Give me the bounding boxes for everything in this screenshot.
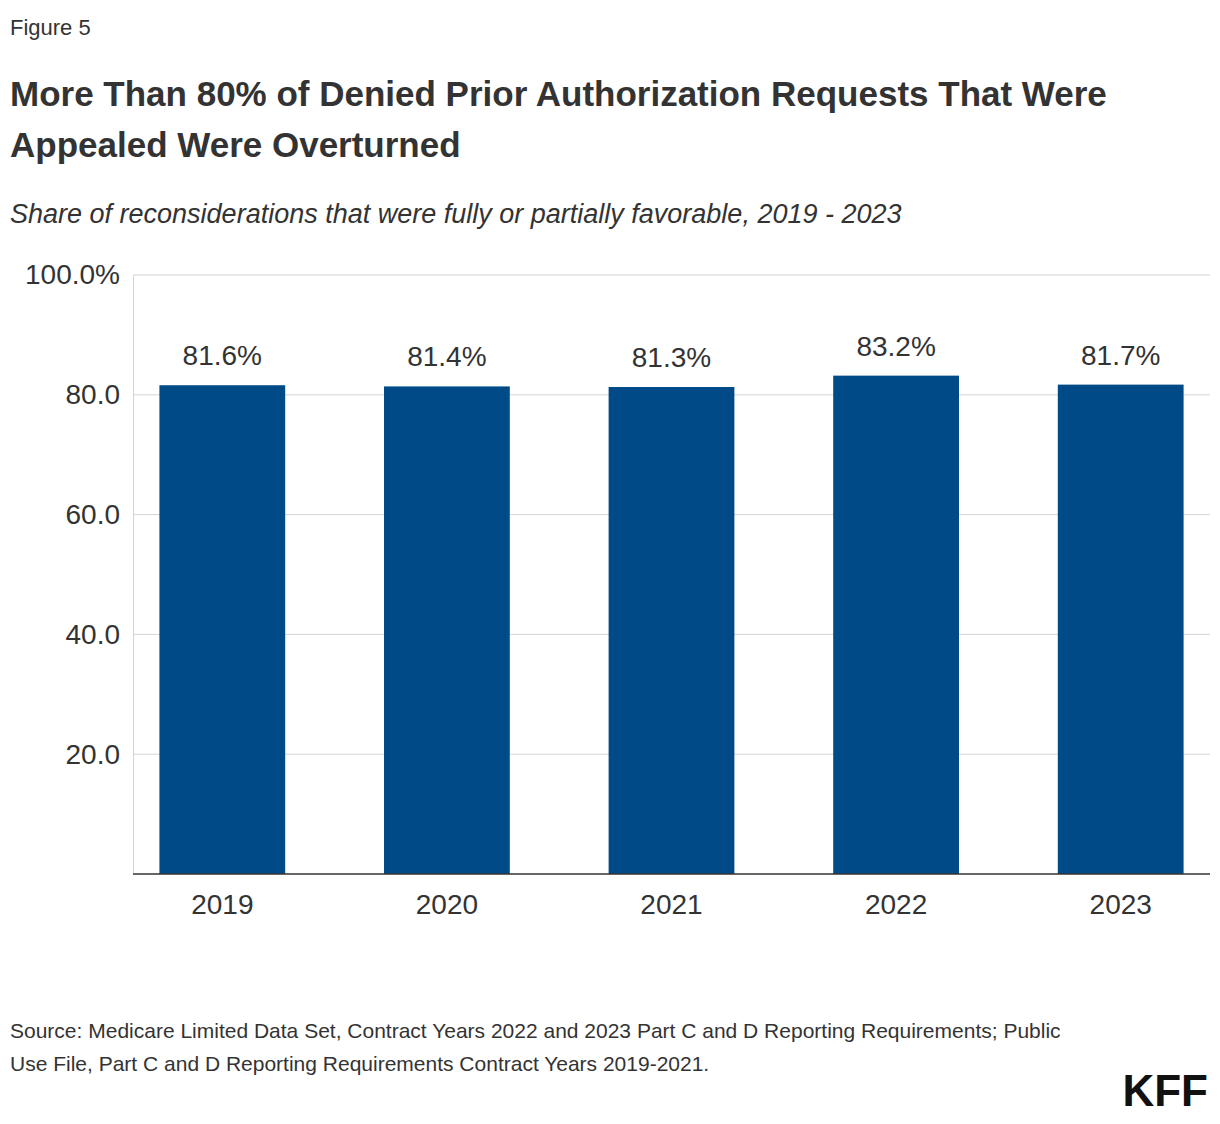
title-line: More Than 80% of Denied Prior Authorizat…	[10, 74, 1107, 113]
y-tick: 60.0	[66, 499, 134, 530]
bar	[384, 386, 510, 874]
title: More Than 80% of Denied Prior Authorizat…	[10, 74, 1107, 164]
y-tick: 20.0	[66, 739, 134, 770]
data-label: 81.6%	[183, 340, 262, 371]
figure-label: Figure 5	[10, 15, 91, 40]
baseline	[133, 873, 1210, 875]
y-axis: 20.0 40.0 60.0 80.0 100.0%	[25, 259, 133, 874]
source-line: Use File, Part C and D Reporting Require…	[10, 1052, 709, 1075]
chart-root: Figure 5 More Than 80% of Denied Prior Au…	[0, 0, 1220, 1124]
grid-line	[133, 275, 1210, 276]
data-labels: 81.6% 81.4% 81.3% 83.2% 81.7%	[183, 331, 1161, 373]
source-line: Source: Medicare Limited Data Set, Contr…	[10, 1019, 1061, 1042]
x-tick: 2021	[640, 874, 702, 920]
y-tick-label: 60.0	[66, 499, 121, 530]
bar	[609, 387, 735, 874]
source: Source: Medicare Limited Data Set, Contr…	[10, 1019, 1061, 1075]
x-tick-label: 2023	[1090, 889, 1152, 920]
x-tick-label: 2019	[191, 889, 253, 920]
y-tick-label: 40.0	[66, 619, 121, 650]
bars	[159, 376, 1183, 874]
y-tick-label: 100.0%	[25, 259, 120, 290]
x-tick-label: 2020	[416, 889, 478, 920]
logo: KFF	[1122, 1066, 1208, 1115]
x-tick-label: 2022	[865, 889, 927, 920]
x-tick: 2019	[191, 874, 253, 920]
data-label: 81.7%	[1081, 340, 1160, 371]
bar	[833, 376, 959, 874]
data-label: 81.3%	[632, 342, 711, 373]
subtitle: Share of reconsiderations that were full…	[10, 199, 902, 229]
bar	[1058, 385, 1184, 874]
x-tick: 2022	[865, 874, 927, 920]
x-tick: 2023	[1090, 874, 1152, 920]
x-axis: 2019 2020 2021 2022 2023	[191, 874, 1152, 920]
y-axis-line	[133, 276, 134, 875]
y-tick: 40.0	[66, 619, 134, 650]
x-tick-label: 2021	[640, 889, 702, 920]
data-label: 83.2%	[856, 331, 935, 362]
y-tick-label: 20.0	[66, 739, 121, 770]
y-tick-label: 80.0	[66, 379, 121, 410]
data-label: 81.4%	[407, 341, 486, 372]
y-tick: 100.0%	[25, 259, 133, 290]
y-tick: 80.0	[66, 379, 134, 410]
title-line: Appealed Were Overturned	[10, 125, 461, 164]
x-tick: 2020	[416, 874, 478, 920]
bar	[159, 385, 285, 874]
